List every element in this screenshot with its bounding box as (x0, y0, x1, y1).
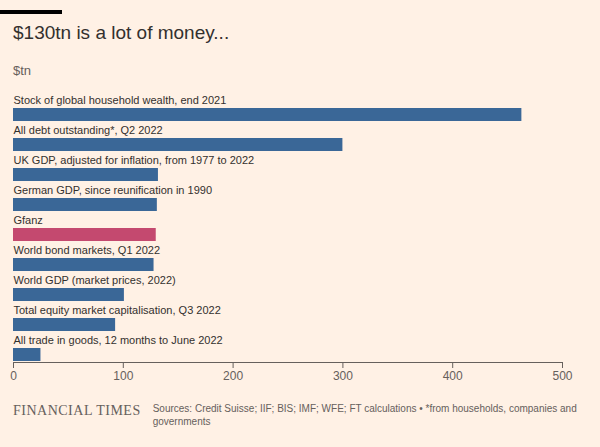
svg-text:100: 100 (113, 369, 133, 383)
svg-text:400: 400 (443, 369, 463, 383)
html-text:$130tn is a lot of money...: $130tn is a lot of money... (13, 22, 230, 43)
svg-text:Total equity market capitalisa: Total equity market capitalisation, Q3 2… (14, 304, 221, 316)
svg-text:All debt outstanding*, Q2 2022: All debt outstanding*, Q2 2022 (14, 124, 163, 136)
svg-text:UK GDP, adjusted for inflation: UK GDP, adjusted for inflation, from 197… (14, 154, 255, 166)
svg-text:German GDP, since reunificatio: German GDP, since reunification in 1990 (14, 184, 213, 196)
svg-text:300: 300 (333, 369, 353, 383)
html-text:$tn: $tn (13, 63, 32, 78)
svg-text:World GDP (market prices, 2022: World GDP (market prices, 2022) (14, 274, 176, 286)
svg-text:500: 500 (552, 369, 572, 383)
svg-text:Gfanz: Gfanz (14, 214, 43, 226)
html-text:Sources: Credit Suisse; IIF; B: Sources: Credit Suisse; IIF; BIS; IMF; W… (152, 403, 577, 427)
svg-text:200: 200 (223, 369, 243, 383)
svg-text:All trade in goods, 12 months: All trade in goods, 12 months to June 20… (14, 334, 223, 346)
svg-text:World bond markets, Q1 2022: World bond markets, Q1 2022 (14, 244, 161, 256)
svg-text:0: 0 (10, 369, 17, 383)
html-text:FINANCIAL TIMES: FINANCIAL TIMES (13, 403, 141, 418)
svg-text:Stock of global household weal: Stock of global household wealth, end 20… (14, 94, 227, 106)
